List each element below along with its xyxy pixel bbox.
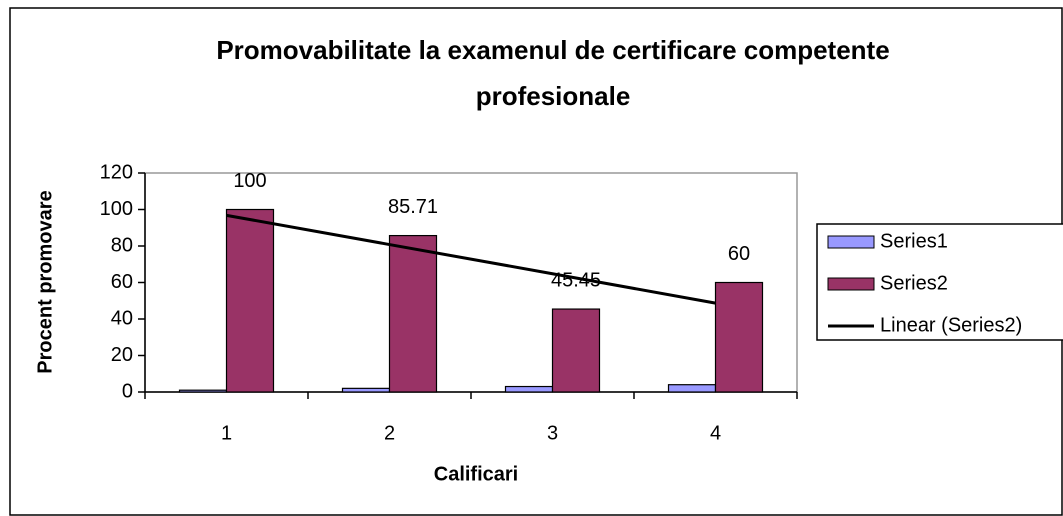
bar [225,208,275,393]
y-tick-label: 120 [100,161,133,183]
bar [178,389,228,393]
y-axis-label: Procent promovare [34,190,56,373]
legend-swatch [827,235,875,249]
y-tick-label: 60 [111,271,133,293]
chart-title: Promovabilitate la examenul de certifica… [216,35,889,65]
legend-label: Series1 [880,230,948,252]
bar [714,281,764,393]
y-tick-label: 100 [100,198,133,220]
legend-label: Linear (Series2) [880,314,1022,336]
legend-swatch [827,277,875,291]
data-label: 60 [728,243,750,265]
x-tick-label: 4 [710,422,721,444]
bar [341,387,391,393]
y-tick-label: 0 [122,380,133,402]
bar [667,384,717,393]
y-tick-label: 80 [111,234,133,256]
bar [551,308,601,393]
chart-title-line2: profesionale [476,81,631,111]
data-label: 100 [233,170,266,192]
x-axis-label: Calificari [434,463,518,485]
x-tick-label: 2 [384,422,395,444]
x-tick-label: 3 [547,422,558,444]
bar [504,385,554,393]
y-tick-label: 20 [111,344,133,366]
legend-label: Series2 [880,272,948,294]
bar [388,234,438,393]
trend-line [226,213,716,305]
data-label: 85.71 [388,196,438,218]
y-tick-label: 40 [111,307,133,329]
x-tick-label: 1 [221,422,232,444]
